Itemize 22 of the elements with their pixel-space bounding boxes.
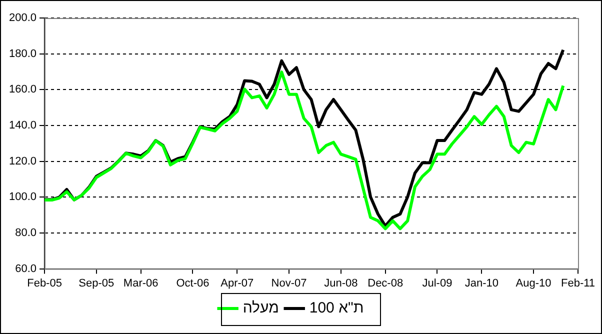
x-tick-label: Feb-05 — [27, 277, 62, 290]
x-tick-label: Jul-09 — [422, 277, 452, 290]
y-tick-label: 140.0 — [8, 120, 37, 132]
x-tick-label: Sep-05 — [78, 277, 114, 290]
y-tick-label: 200.0 — [8, 12, 37, 24]
y-tick-label: 160.0 — [8, 84, 37, 96]
x-tick-label: Nov-07 — [271, 277, 307, 290]
legend-label: מעלה — [242, 300, 279, 317]
x-tick-label: Oct-06 — [176, 277, 210, 290]
y-tick-label: 120.0 — [8, 155, 37, 168]
x-tick-label: Jan-10 — [464, 277, 498, 290]
x-tick-label: Feb-11 — [560, 277, 596, 290]
x-tick-label: Dec-08 — [368, 277, 404, 290]
x-tick-label: Mar-06 — [123, 277, 158, 290]
x-tick-label: Apr-07 — [220, 277, 254, 290]
y-tick-label: 60.0 — [15, 262, 37, 275]
y-tick-label: 180.0 — [8, 48, 37, 60]
y-tick-label: 80.0 — [15, 227, 37, 240]
y-tick-label: 100.0 — [8, 191, 37, 204]
x-tick-label: Jun-08 — [324, 277, 358, 290]
x-tick-label: Aug-10 — [516, 277, 552, 290]
legend-label: ת"א 100 — [309, 300, 364, 317]
